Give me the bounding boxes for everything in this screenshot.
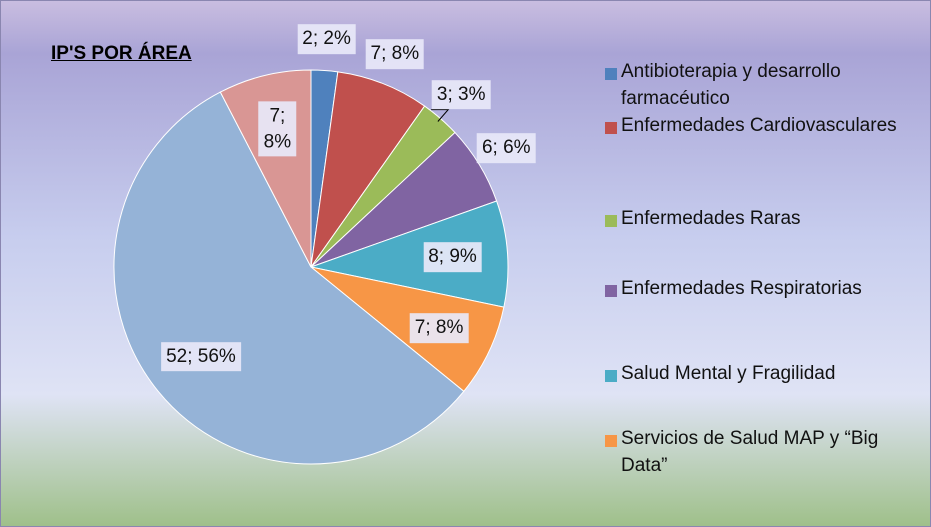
data-label: 6; 6% [476,133,536,164]
legend-swatch [605,370,617,382]
legend-swatch [605,435,617,447]
pie-slice [310,71,426,268]
pie-slice [309,200,509,308]
leader-line [431,109,450,122]
data-label: 2; 2% [297,24,356,54]
legend-swatch [605,68,617,80]
legend-label: Enfermedades Raras [621,208,801,229]
data-label: 7; 8% [365,39,425,70]
legend-label: Enfermedades Respiratorias [621,278,862,299]
data-label: 52; 56% [161,341,241,372]
data-label: 8; 9% [423,242,482,273]
legend-swatch [605,215,617,227]
legend-swatch [605,285,617,297]
legend-label: Antibioterapia y desarrollo farmacéutico [621,61,841,109]
chart-title: IP'S POR ÁREA [51,43,192,64]
legend-label: Enfermedades Cardiovasculares [621,115,897,136]
legend-swatch [605,122,617,134]
legend-label: Salud Mental y Fragilidad [621,363,836,384]
data-label: 7; 8% [258,101,297,157]
legend-label: Servicios de Salud MAP y “Big Data” [621,428,879,476]
pie-slice [310,266,505,393]
data-label: 3; 3% [431,79,491,110]
data-label: 7; 8% [409,313,469,343]
